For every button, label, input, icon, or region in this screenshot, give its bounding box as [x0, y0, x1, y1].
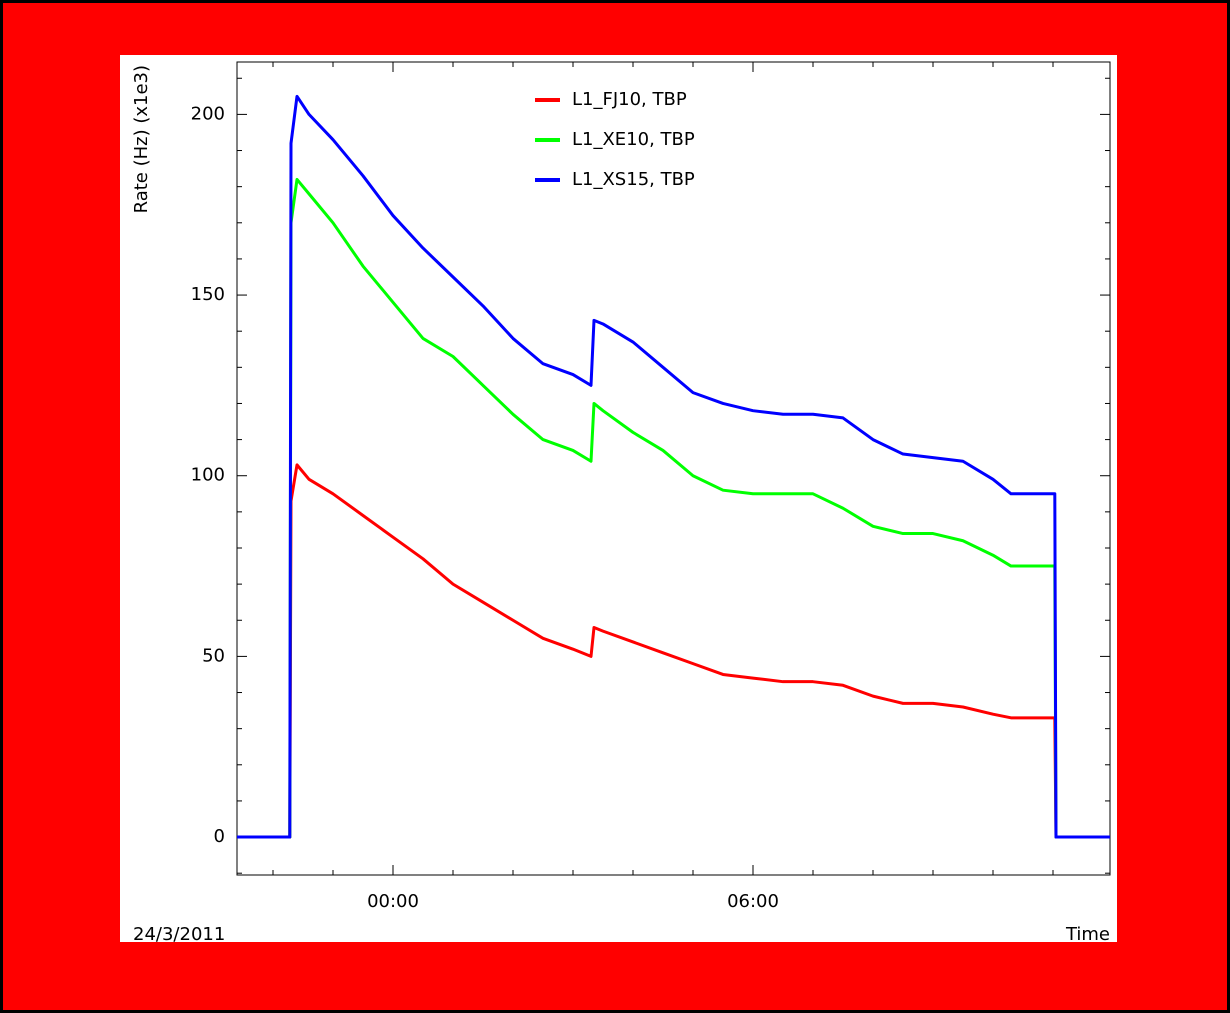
- y-axis-label: Rate (Hz) (x1e3): [131, 65, 152, 213]
- x-axis-label: Time: [1065, 924, 1110, 942]
- y-tick-label: 0: [214, 826, 225, 847]
- series-line: [237, 94, 1110, 839]
- y-tick-label: 50: [202, 645, 225, 666]
- series-line: [237, 177, 1110, 839]
- legend-label: L1_XS15, TBP: [572, 169, 695, 190]
- x-tick-label: 00:00: [367, 891, 419, 912]
- chart: Rate (Hz) (x1e3) 24/3/2011 Time 0 50 100 15…: [120, 55, 1117, 942]
- panel: [120, 55, 1117, 942]
- y-tick-label: 100: [191, 465, 225, 486]
- legend-label: L1_FJ10, TBP: [572, 89, 687, 110]
- date-label: 24/3/2011: [133, 924, 225, 942]
- x-tick-label: 06:00: [727, 891, 779, 912]
- y-tick-label: 200: [191, 103, 225, 124]
- y-tick-label: 150: [191, 284, 225, 305]
- series-line: [237, 463, 1110, 839]
- plot-frame: [236, 61, 1111, 876]
- legend-label: L1_XE10, TBP: [572, 129, 695, 150]
